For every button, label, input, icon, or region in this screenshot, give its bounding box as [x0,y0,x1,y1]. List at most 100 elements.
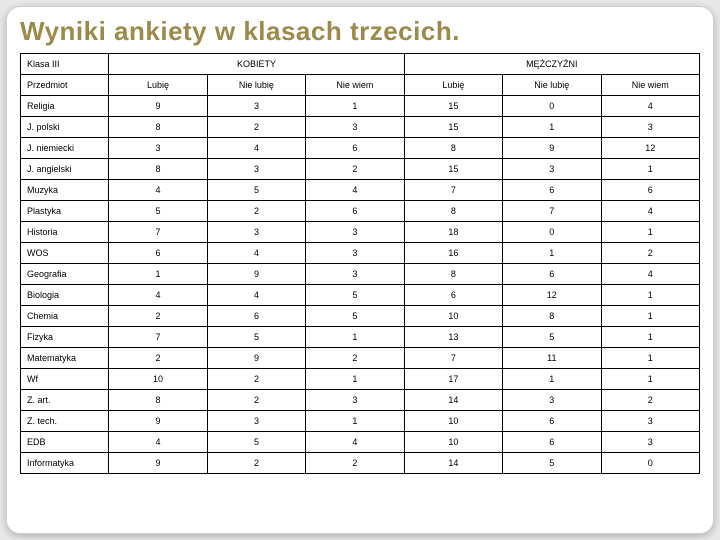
subject-cell: Religia [21,96,109,117]
klasa-header: Klasa III [21,54,109,75]
table-row: WOS6431612 [21,243,700,264]
value-cell: 4 [207,138,305,159]
value-cell: 17 [404,369,502,390]
value-cell: 8 [109,390,207,411]
value-cell: 18 [404,222,502,243]
value-cell: 1 [306,327,404,348]
value-cell: 8 [109,117,207,138]
table-row: Z. art.8231432 [21,390,700,411]
value-cell: 5 [503,453,601,474]
value-cell: 2 [207,369,305,390]
value-cell: 1 [306,96,404,117]
value-cell: 5 [207,327,305,348]
value-cell: 5 [207,432,305,453]
value-cell: 10 [404,432,502,453]
value-cell: 6 [601,180,699,201]
table-row: Religia9311504 [21,96,700,117]
subject-cell: Historia [21,222,109,243]
table-row: Fizyka7511351 [21,327,700,348]
value-cell: 1 [306,411,404,432]
value-cell: 1 [109,264,207,285]
table-row: Plastyka526874 [21,201,700,222]
subject-cell: J. angielski [21,159,109,180]
value-cell: 3 [306,390,404,411]
value-cell: 3 [601,411,699,432]
table-row: J. angielski8321531 [21,159,700,180]
value-cell: 3 [109,138,207,159]
subject-cell: Chemia [21,306,109,327]
group-men-header: MĘŻCZYŹNI [404,54,699,75]
value-cell: 6 [306,201,404,222]
subject-cell: Z. tech. [21,411,109,432]
value-cell: 0 [601,453,699,474]
value-cell: 4 [207,243,305,264]
value-cell: 2 [306,348,404,369]
table-row: Matematyka2927111 [21,348,700,369]
value-cell: 3 [207,222,305,243]
subject-cell: Informatyka [21,453,109,474]
table-row: Z. tech.9311063 [21,411,700,432]
value-cell: 2 [207,117,305,138]
col-k-lubie: Lubię [109,75,207,96]
value-cell: 10 [404,411,502,432]
col-k-niewiem: Nie wiem [306,75,404,96]
table-row: Biologia4456121 [21,285,700,306]
value-cell: 2 [601,390,699,411]
value-cell: 7 [503,201,601,222]
slide-title: Wyniki ankiety w klasach trzecich. [20,16,700,47]
value-cell: 5 [306,306,404,327]
value-cell: 1 [601,327,699,348]
value-cell: 13 [404,327,502,348]
value-cell: 2 [109,306,207,327]
value-cell: 16 [404,243,502,264]
value-cell: 1 [601,159,699,180]
value-cell: 4 [306,432,404,453]
value-cell: 4 [109,180,207,201]
table-row: Historia7331801 [21,222,700,243]
value-cell: 4 [601,96,699,117]
value-cell: 1 [601,306,699,327]
value-cell: 7 [109,222,207,243]
subject-cell: EDB [21,432,109,453]
value-cell: 10 [404,306,502,327]
value-cell: 15 [404,96,502,117]
value-cell: 12 [503,285,601,306]
value-cell: 2 [207,390,305,411]
value-cell: 3 [601,432,699,453]
value-cell: 4 [601,264,699,285]
table-row: J. polski8231513 [21,117,700,138]
value-cell: 1 [601,285,699,306]
value-cell: 6 [306,138,404,159]
value-cell: 1 [601,348,699,369]
value-cell: 11 [503,348,601,369]
value-cell: 6 [503,432,601,453]
value-cell: 4 [601,201,699,222]
value-cell: 15 [404,159,502,180]
col-m-niewiem: Nie wiem [601,75,699,96]
value-cell: 6 [503,411,601,432]
subject-cell: WOS [21,243,109,264]
value-cell: 1 [503,243,601,264]
value-cell: 3 [207,159,305,180]
subject-cell: Biologia [21,285,109,306]
value-cell: 3 [306,117,404,138]
value-cell: 9 [109,96,207,117]
value-cell: 6 [207,306,305,327]
value-cell: 12 [601,138,699,159]
slide-card: Wyniki ankiety w klasach trzecich. Klasa… [6,6,714,534]
value-cell: 9 [109,453,207,474]
table-row: Informatyka9221450 [21,453,700,474]
value-cell: 3 [503,390,601,411]
value-cell: 5 [207,180,305,201]
value-cell: 2 [601,243,699,264]
value-cell: 3 [306,243,404,264]
subject-cell: J. niemiecki [21,138,109,159]
value-cell: 6 [404,285,502,306]
subject-cell: Matematyka [21,348,109,369]
value-cell: 5 [503,327,601,348]
value-cell: 14 [404,390,502,411]
table-row: Chemia2651081 [21,306,700,327]
value-cell: 9 [207,348,305,369]
value-cell: 6 [503,264,601,285]
value-cell: 5 [306,285,404,306]
